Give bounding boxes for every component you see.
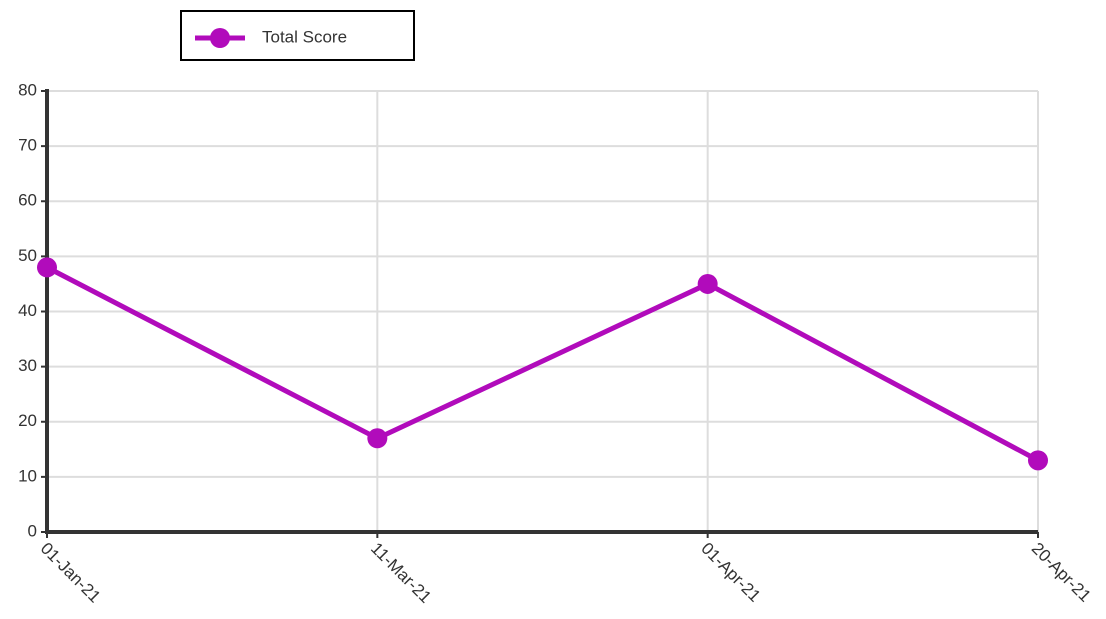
y-tick-label: 10 [18,466,37,485]
y-tick-label: 60 [18,191,37,210]
legend-marker [210,28,230,48]
x-tick-label: 01-Jan-21 [37,539,105,607]
y-tick-label: 50 [18,246,37,265]
series-line [45,265,1040,463]
y-tick-label: 30 [18,356,37,375]
legend-label: Total Score [262,27,347,46]
y-tick-label: 70 [18,136,37,155]
data-point [697,273,718,294]
data-point [367,428,388,449]
y-tick-label: 80 [18,80,37,99]
x-tick-label: 20-Apr-21 [1028,539,1095,606]
x-tick-label: 11-Mar-21 [367,539,435,607]
x-tick-label: 01-Apr-21 [697,539,764,606]
y-tick-label: 0 [28,521,37,540]
data-point [1028,450,1048,471]
data-point [37,257,57,278]
y-tick-label: 40 [18,301,37,320]
y-tick-label: 20 [18,411,37,430]
